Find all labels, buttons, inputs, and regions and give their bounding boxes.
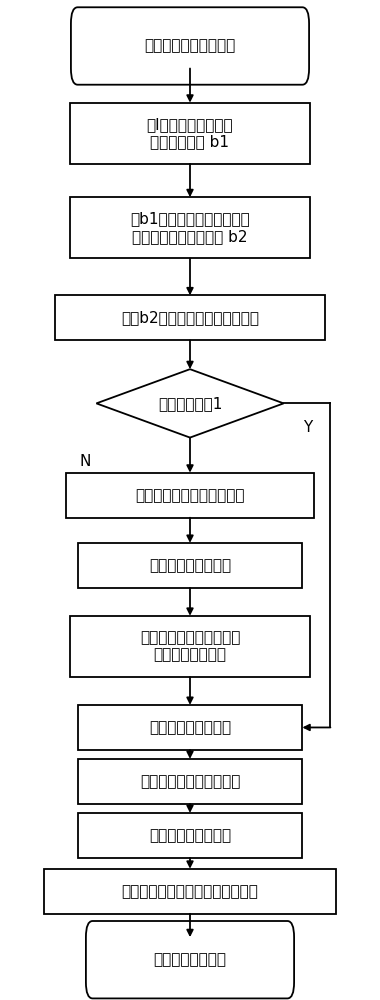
FancyBboxPatch shape xyxy=(55,295,325,340)
FancyBboxPatch shape xyxy=(78,759,302,804)
Text: 得到焊缝区域的轮廓: 得到焊缝区域的轮廓 xyxy=(149,720,231,735)
FancyBboxPatch shape xyxy=(78,813,302,858)
Text: 在钢管区域提取纵向贯穿
且颜色较深的区域: 在钢管区域提取纵向贯穿 且颜色较深的区域 xyxy=(140,630,240,663)
Text: 找到气孔缺陷圆心坐标和缺陷边缘: 找到气孔缺陷圆心坐标和缺陷边缘 xyxy=(122,884,258,899)
Text: 对I进行二值化处理，
得到二值图像 b1: 对I进行二值化处理， 得到二值图像 b1 xyxy=(147,117,233,150)
Text: 连通域数量为1: 连通域数量为1 xyxy=(158,396,222,411)
FancyBboxPatch shape xyxy=(70,616,310,677)
Text: 提取b2的所有横穿图像的连通域: 提取b2的所有横穿图像的连通域 xyxy=(121,310,259,325)
Text: 提取并连通两个相邻连通域: 提取并连通两个相邻连通域 xyxy=(135,488,245,503)
Text: 得到钢管区域的轮廓: 得到钢管区域的轮廓 xyxy=(149,558,231,573)
Text: 输入气孔缺陷检测图像: 输入气孔缺陷检测图像 xyxy=(144,38,236,53)
FancyBboxPatch shape xyxy=(70,197,310,258)
Text: 查找气孔缺陷边缘点: 查找气孔缺陷边缘点 xyxy=(149,828,231,843)
FancyBboxPatch shape xyxy=(86,921,294,998)
Text: 气孔缺陷检测完成: 气孔缺陷检测完成 xyxy=(154,952,226,967)
FancyBboxPatch shape xyxy=(71,7,309,85)
FancyBboxPatch shape xyxy=(70,103,310,164)
Polygon shape xyxy=(97,369,283,438)
Text: 在焊缝区域查找气孔位置: 在焊缝区域查找气孔位置 xyxy=(140,774,240,789)
Text: N: N xyxy=(79,454,91,469)
Text: Y: Y xyxy=(303,420,313,435)
FancyBboxPatch shape xyxy=(44,869,336,914)
Text: 对b1先进行闭运算，再进行
开运算，得到二值图像 b2: 对b1先进行闭运算，再进行 开运算，得到二值图像 b2 xyxy=(130,212,250,244)
FancyBboxPatch shape xyxy=(78,705,302,750)
FancyBboxPatch shape xyxy=(66,473,314,518)
FancyBboxPatch shape xyxy=(78,543,302,588)
